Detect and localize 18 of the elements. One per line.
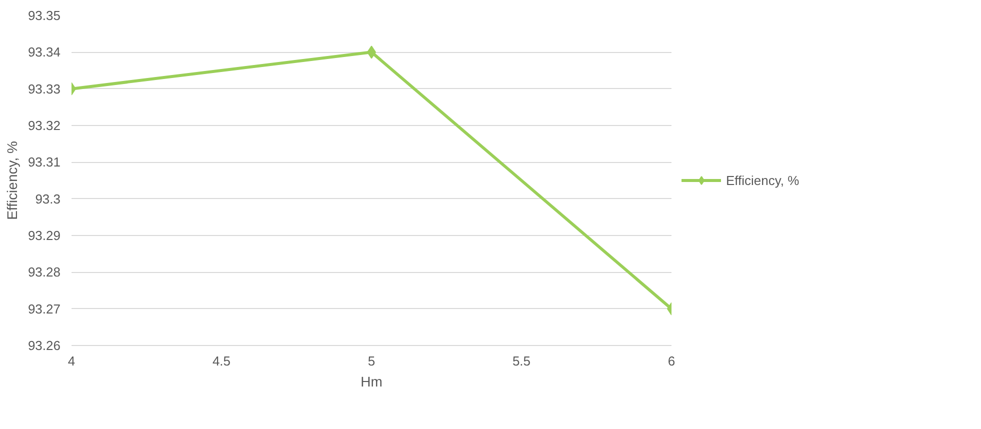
y-tick-label: 93.29 xyxy=(28,228,61,243)
y-tick-label: 93.26 xyxy=(28,338,61,353)
y-tick-label: 93.33 xyxy=(28,81,61,96)
y-tick-label: 93.31 xyxy=(28,154,61,170)
y-tick-label: 93.35 xyxy=(28,8,61,23)
x-axis-title: Hm xyxy=(360,374,382,390)
legend-label: Efficiency, % xyxy=(726,172,800,188)
x-tick-label: 4 xyxy=(68,354,76,368)
y-axis-title: Efficiency, % xyxy=(4,141,20,220)
y-tick-label: 93.3 xyxy=(35,191,61,206)
x-tick-label: 5 xyxy=(368,354,376,368)
y-tick-label: 93.28 xyxy=(28,264,61,280)
x-tick-label: 5.5 xyxy=(512,354,531,368)
x-tick-label: 6 xyxy=(668,354,676,368)
y-tick-label: 93.27 xyxy=(28,301,61,316)
x-tick-label: 4.5 xyxy=(212,354,231,368)
y-tick-label: 93.32 xyxy=(28,118,61,133)
y-tick-label: 93.34 xyxy=(28,44,61,60)
